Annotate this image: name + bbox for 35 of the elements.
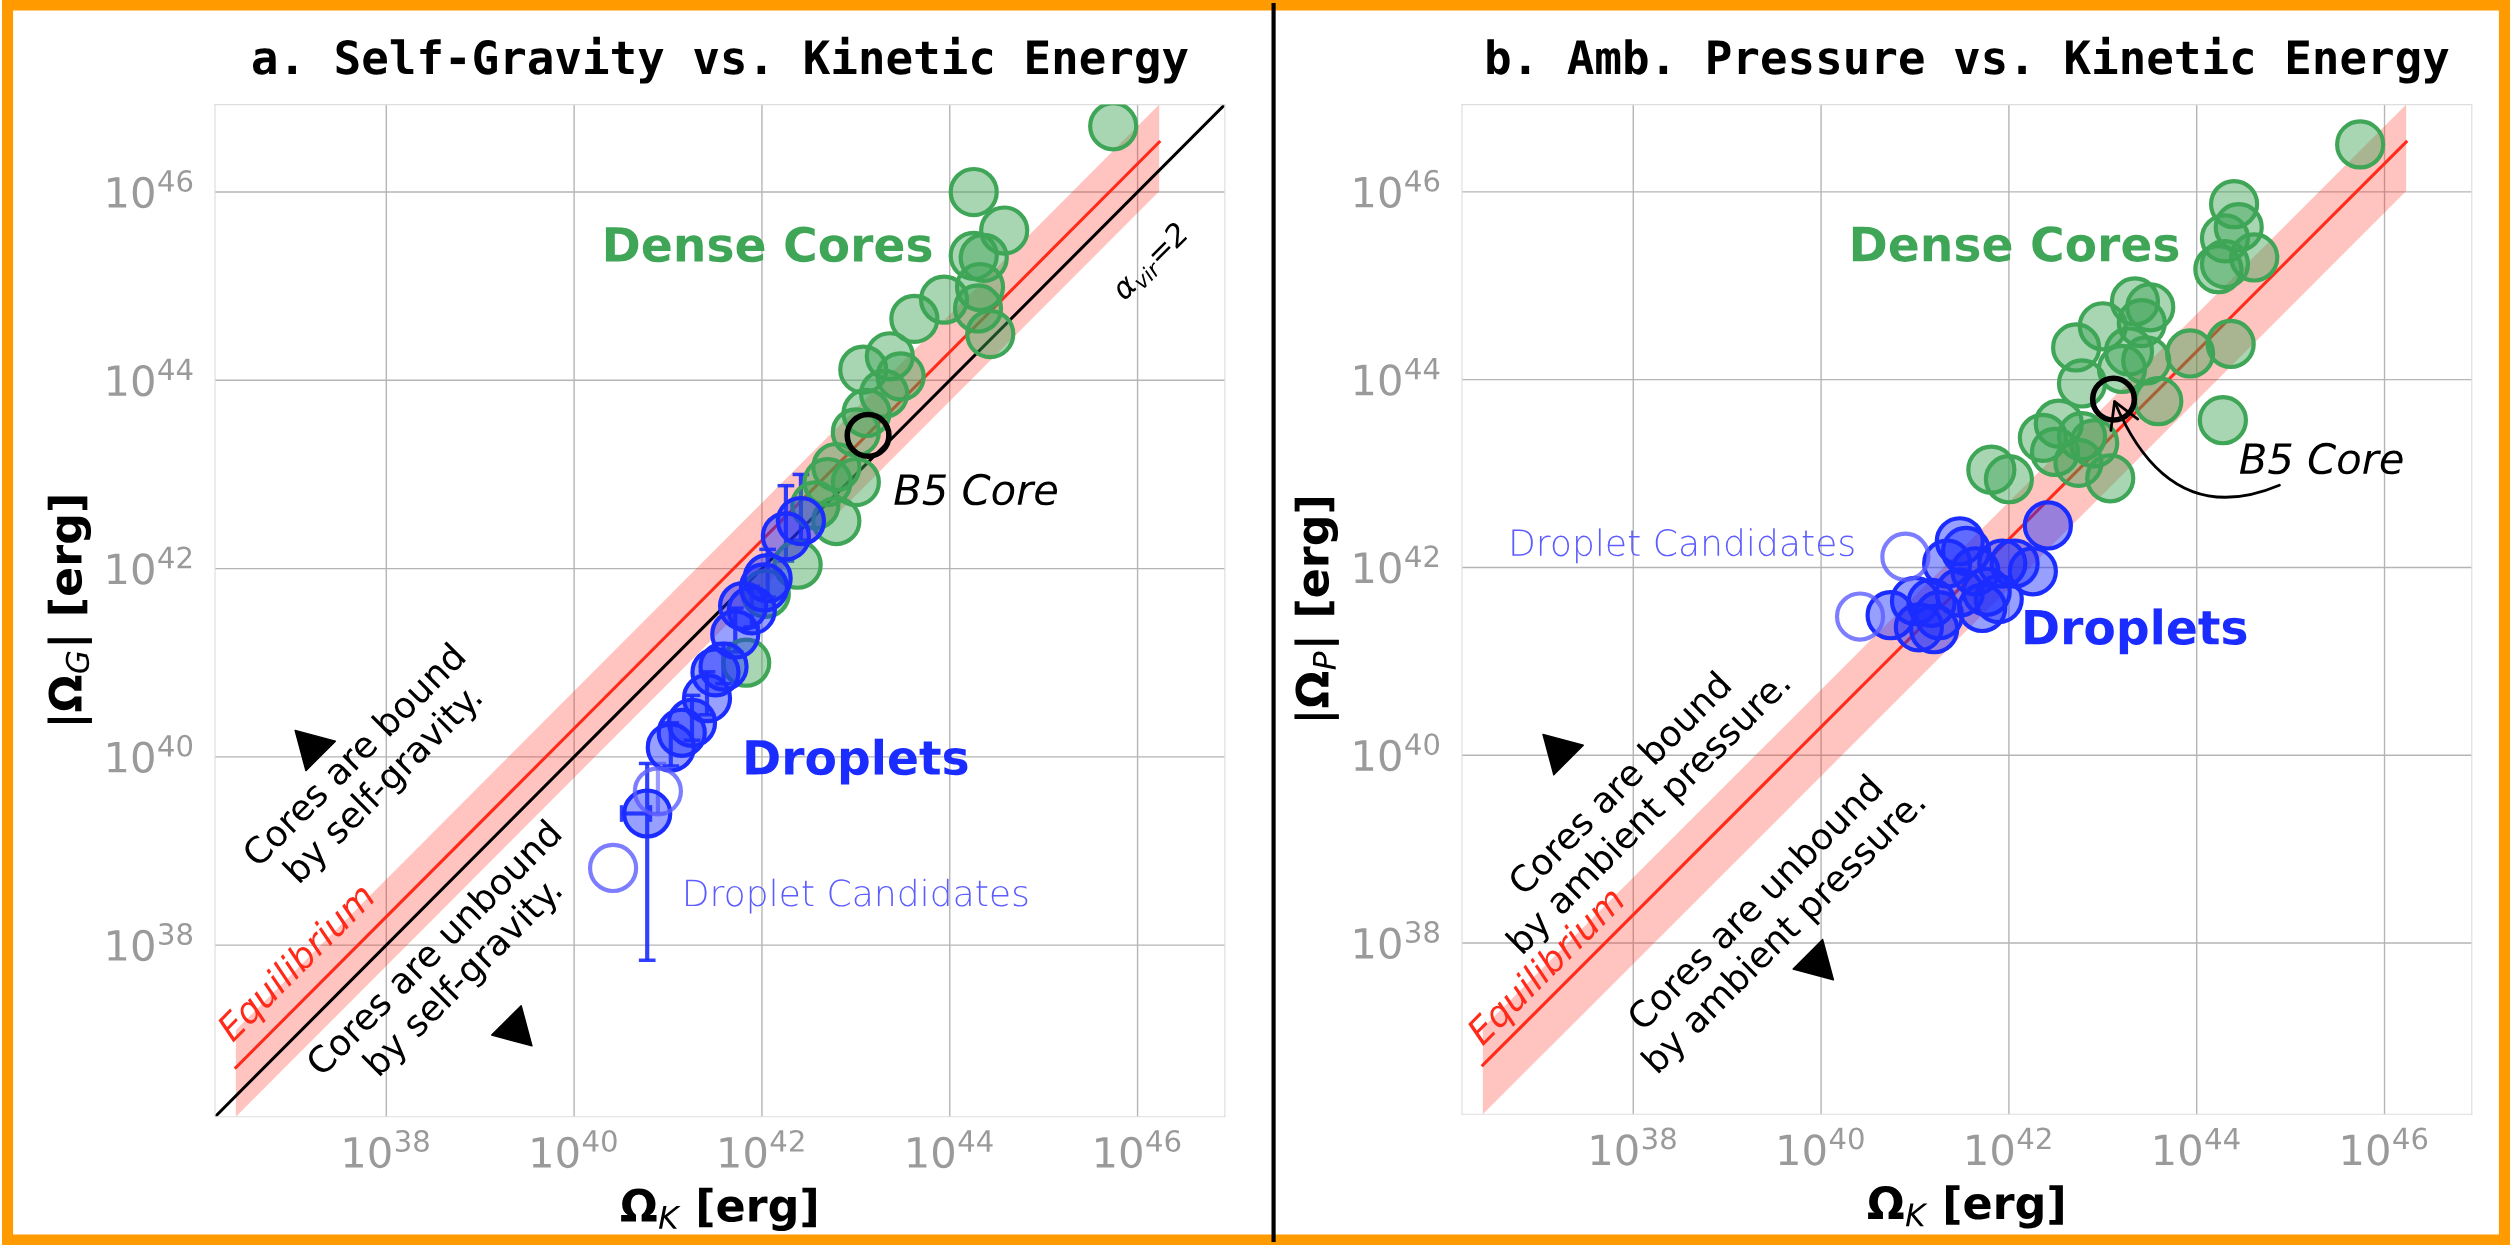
y-tick-label: 10$^{46}$ [1355, 169, 1440, 208]
x-tick-label: 10$^{38}$ [1591, 1127, 1676, 1166]
series-label: Dense Cores [605, 226, 932, 263]
chart-title: a. Self-Gravity vs. Kinetic Energy [252, 36, 1188, 84]
annotation: B5 Core [894, 473, 1058, 506]
x-axis-title: Ω$_{K}$ [erg] [1868, 1185, 2063, 1229]
x-tick-label: 10$^{40}$ [1779, 1127, 1864, 1166]
x-tick-label: 10$^{40}$ [532, 1129, 617, 1169]
y-tick-label: 10$^{44}$ [108, 358, 193, 397]
x-tick-label: 10$^{46}$ [2343, 1127, 2428, 1166]
text: α$_{vir}$=2 [1109, 220, 1193, 305]
chart-title: b. Amb. Pressure vs. Kinetic Energy [1487, 36, 2449, 84]
y-tick-label: 10$^{42}$ [108, 546, 192, 585]
y-tick-label: 10$^{38}$ [108, 923, 193, 962]
y-tick-label: 10$^{40}$ [1355, 733, 1440, 772]
x-tick-label: 10$^{42}$ [1967, 1127, 2051, 1166]
series-label: Droplets [2025, 608, 2247, 655]
y-axis-title: |Ω$_{G}$| [erg] [47, 496, 92, 724]
y-tick-label: 10$^{44}$ [1355, 357, 1440, 396]
series-label: Droplets [746, 738, 968, 785]
y-tick-label: 10$^{38}$ [1355, 920, 1439, 960]
x-tick-label: 10$^{46}$ [1096, 1129, 1181, 1169]
x-tick-label: 10$^{38}$ [344, 1129, 429, 1169]
x-tick-label: 10$^{44}$ [908, 1130, 993, 1169]
y-tick-label: 10$^{42}$ [1355, 545, 1439, 584]
x-tick-label: 10$^{44}$ [2155, 1127, 2240, 1166]
x-tick-label: 10$^{42}$ [720, 1129, 804, 1169]
y-tick-label: 10$^{46}$ [108, 169, 193, 209]
x-axis-title: Ω$_{K}$ [erg] [621, 1187, 816, 1232]
y-tick-label: 10$^{40}$ [108, 734, 193, 773]
series-label: Droplet Candidates [686, 878, 1028, 914]
annotation: B5 Core [2239, 442, 2403, 475]
series-label: Dense Cores [1852, 226, 2179, 262]
series-label: Droplet Candidates [1512, 528, 1854, 564]
y-axis-title: |Ω$_{P}$| [erg] [1294, 497, 1339, 720]
